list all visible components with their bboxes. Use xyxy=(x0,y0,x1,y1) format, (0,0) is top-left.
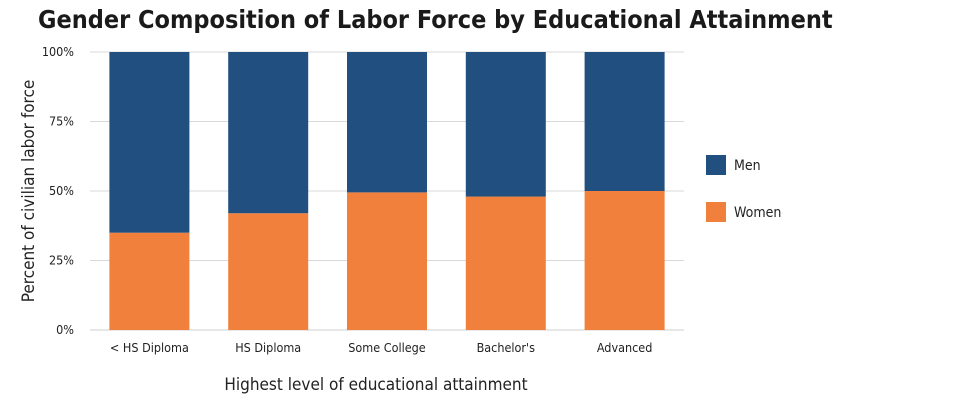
bar-men xyxy=(228,52,309,214)
x-axis-ticks: < HS Diploma HS Diploma Some College Bachel… xyxy=(110,340,652,355)
chart-title: Gender Composition of Labor Force by Edu… xyxy=(38,5,833,34)
bar-men xyxy=(465,52,546,197)
bar-women xyxy=(347,192,427,330)
legend-swatch-men xyxy=(706,155,726,175)
bar-women xyxy=(465,196,546,330)
x-axis-label: Highest level of educational attainment xyxy=(224,375,527,395)
y-tick-label: 50% xyxy=(49,183,74,198)
bars xyxy=(109,52,665,330)
bar-men xyxy=(584,52,665,191)
legend: Men Women xyxy=(706,155,781,222)
bar-men xyxy=(109,52,190,233)
legend-label-men: Men xyxy=(734,158,761,174)
x-tick-label: Some College xyxy=(348,340,426,355)
y-axis-label: Percent of civilian labor force xyxy=(19,80,39,303)
x-tick-label: < HS Diploma xyxy=(110,340,189,355)
x-tick-label: Bachelor's xyxy=(477,340,536,355)
legend-label-women: Women xyxy=(734,205,781,221)
y-tick-label: 25% xyxy=(49,253,74,268)
x-tick-label: HS Diploma xyxy=(235,340,301,355)
legend-swatch-women xyxy=(706,202,726,222)
y-axis-ticks: 0% 25% 50% 75% 100% xyxy=(42,44,74,337)
bar-men xyxy=(347,52,427,193)
x-tick-label: Advanced xyxy=(597,340,653,355)
y-tick-label: 100% xyxy=(42,44,74,59)
bar-women xyxy=(584,191,665,330)
bar-women xyxy=(228,213,309,330)
bar-women xyxy=(109,232,190,330)
y-tick-label: 0% xyxy=(56,322,74,337)
y-tick-label: 75% xyxy=(49,114,74,129)
